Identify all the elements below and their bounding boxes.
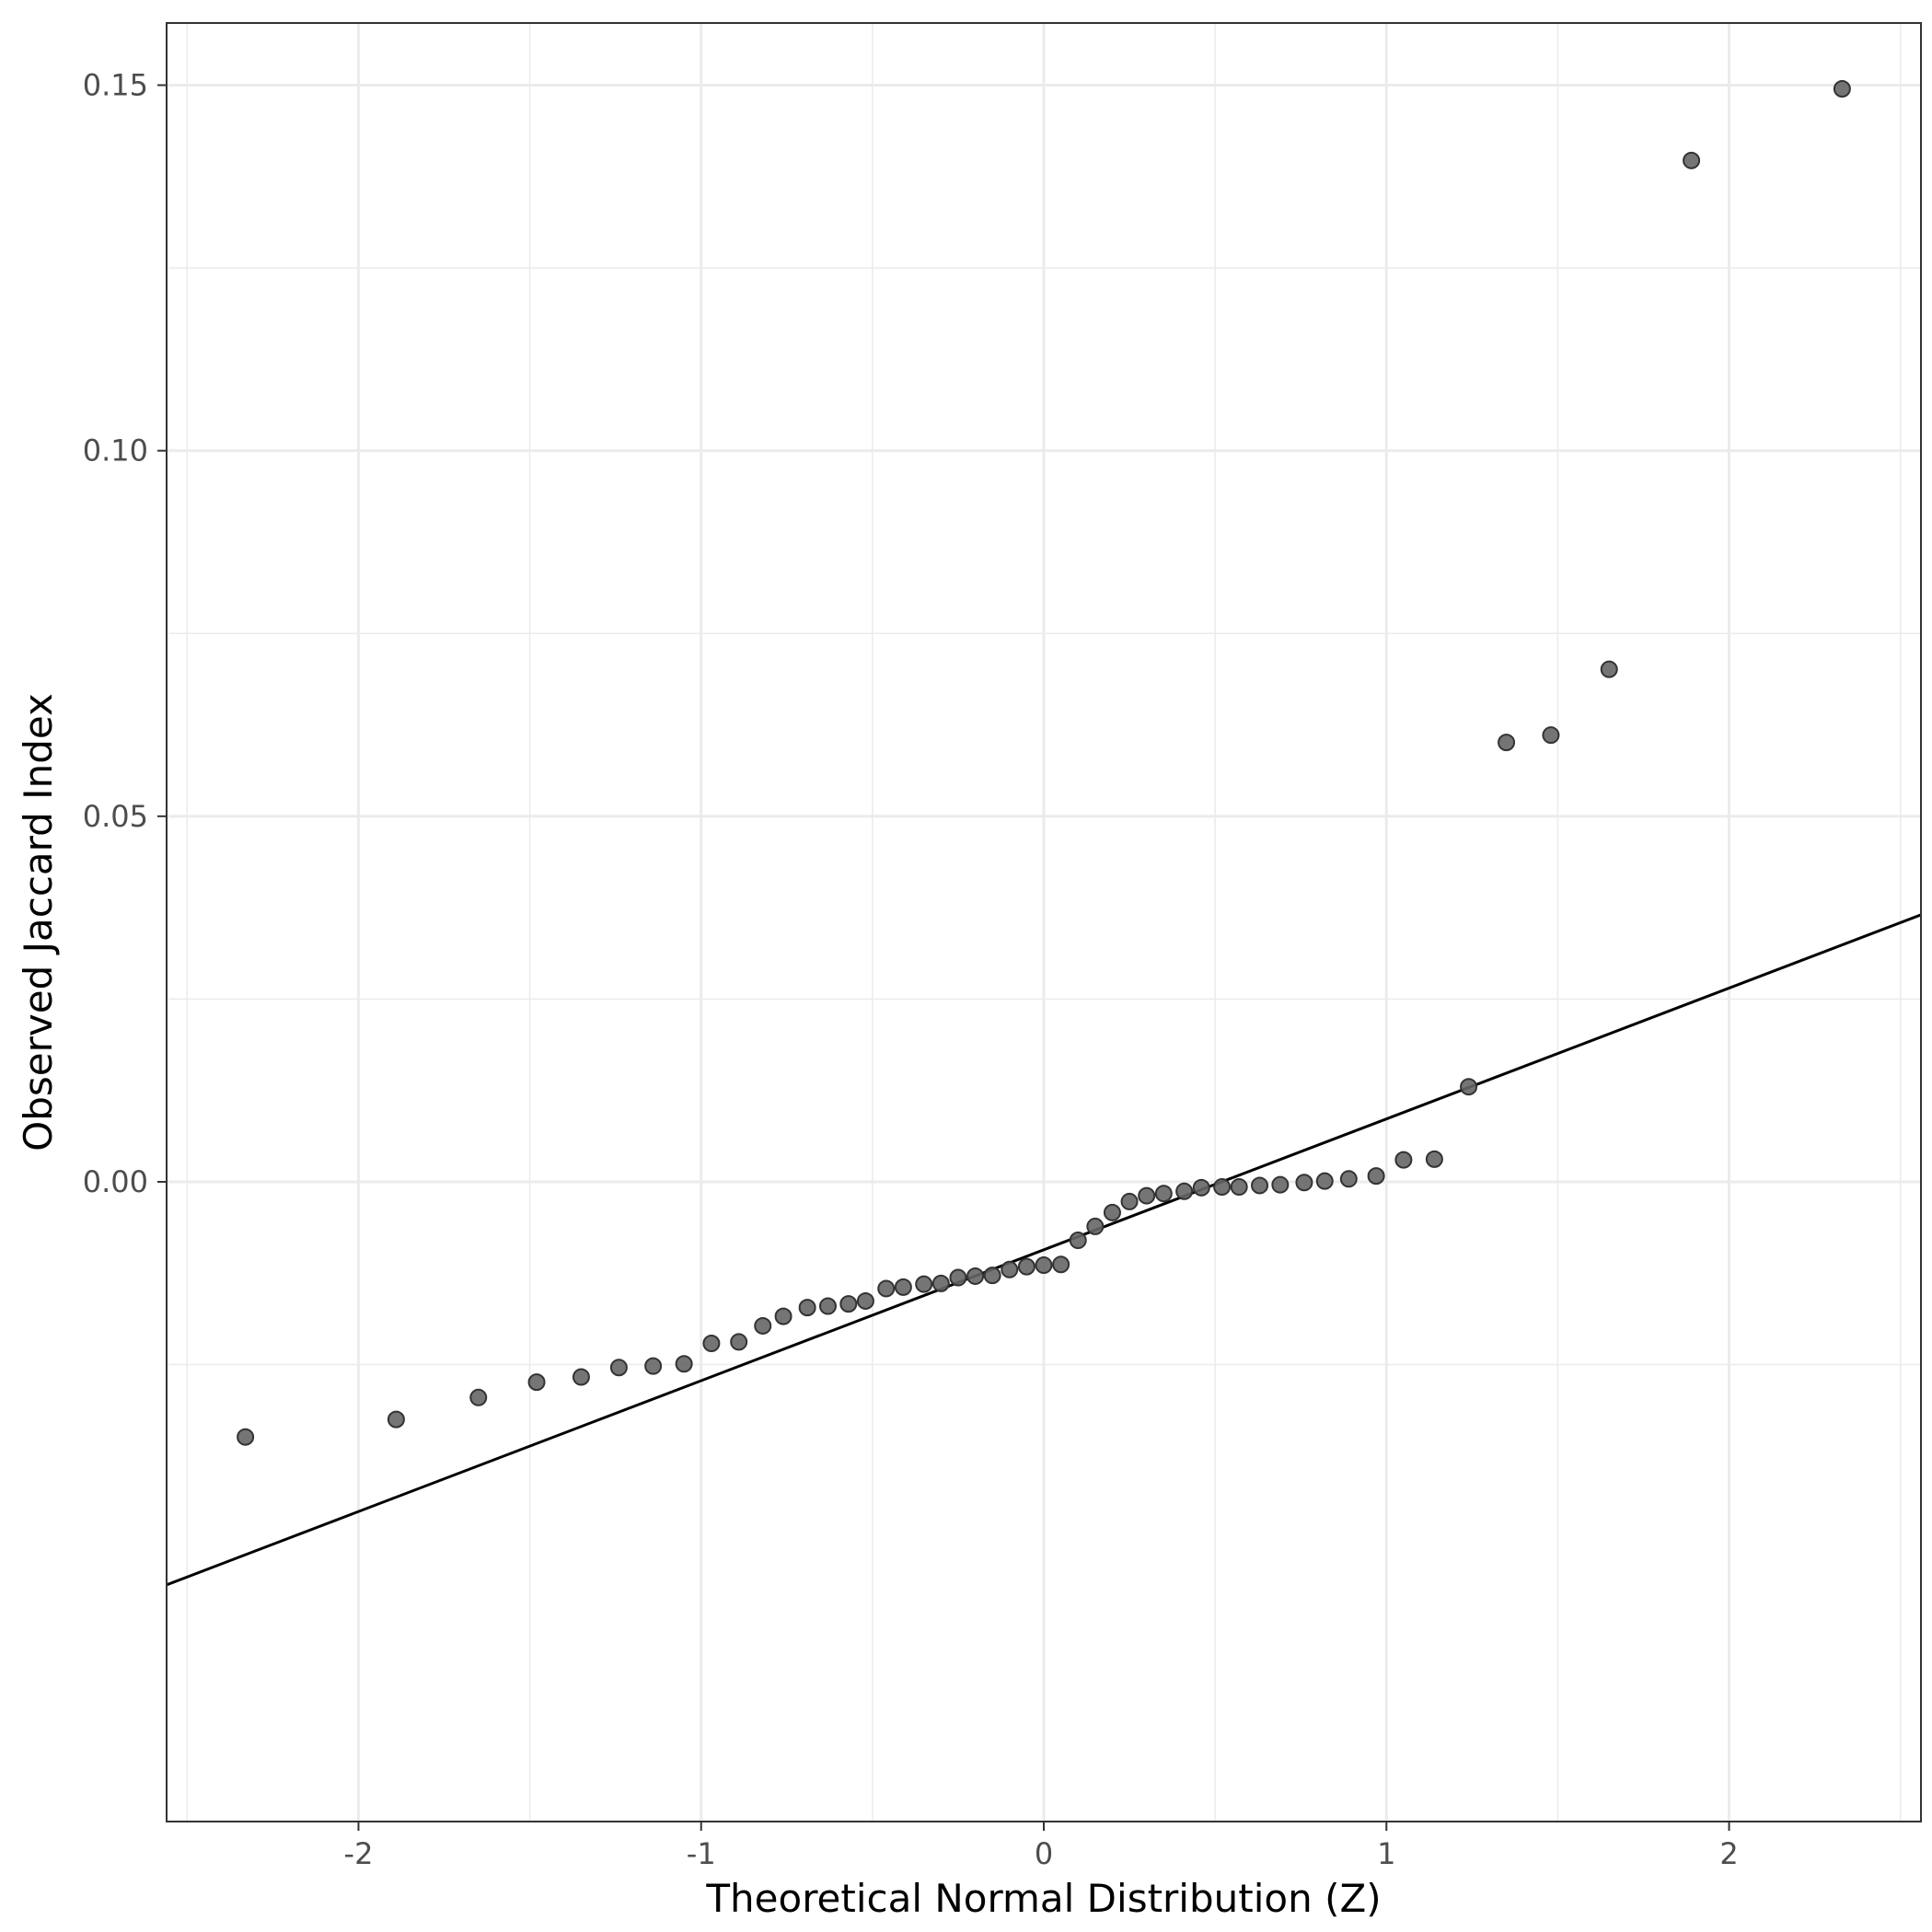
data-point (1498, 734, 1516, 752)
x-axis-title: Theoretical Normal Distribution (Z) (705, 1876, 1381, 1921)
data-point (1120, 1192, 1139, 1210)
data-point (818, 1297, 837, 1315)
x-tick-label: -2 (344, 1836, 374, 1871)
data-point (1339, 1170, 1358, 1188)
qq-reference-line (167, 913, 1921, 1587)
data-point (1425, 1150, 1443, 1168)
data-point (983, 1267, 1001, 1285)
data-point (1154, 1185, 1173, 1203)
y-axis-title: Observed Jaccard Index (16, 693, 61, 1151)
data-point (839, 1295, 858, 1313)
y-tick-label: 0.10 (83, 434, 148, 469)
data-point (1600, 660, 1618, 678)
x-tick-label: -1 (687, 1836, 716, 1871)
data-point (1175, 1182, 1194, 1200)
data-point (1367, 1167, 1385, 1186)
x-tick-label: 2 (1719, 1836, 1738, 1871)
data-point (1833, 79, 1851, 98)
data-point (1086, 1217, 1105, 1235)
data-point (469, 1388, 488, 1406)
data-point (237, 1428, 255, 1446)
data-point (966, 1267, 985, 1285)
data-point (1683, 151, 1701, 169)
data-point (949, 1268, 967, 1287)
data-point (1460, 1078, 1478, 1096)
data-point (1192, 1178, 1210, 1197)
data-point (675, 1355, 693, 1373)
data-point (1394, 1151, 1413, 1169)
reference-line-layer (167, 913, 1921, 1587)
major-gridlines (167, 23, 1921, 1822)
data-point (856, 1291, 874, 1310)
data-point (774, 1307, 792, 1325)
data-point (894, 1278, 912, 1296)
y-axis-ticks: 0.00 0.05 0.10 0.15 (83, 68, 167, 1199)
data-point (644, 1357, 663, 1375)
data-point (1069, 1232, 1087, 1250)
data-point (1315, 1172, 1334, 1190)
data-point (1001, 1260, 1019, 1278)
data-point (877, 1279, 896, 1298)
y-tick-label: 0.00 (83, 1164, 148, 1199)
data-point (754, 1316, 772, 1335)
data-point (1138, 1186, 1156, 1205)
data-point (931, 1274, 950, 1292)
data-point (1230, 1178, 1248, 1197)
data-point (915, 1275, 933, 1293)
x-tick-label: 1 (1377, 1836, 1395, 1871)
data-point (1271, 1175, 1290, 1194)
y-tick-label: 0.05 (83, 799, 148, 834)
data-point (1052, 1255, 1070, 1274)
data-point (730, 1333, 748, 1351)
data-point (1295, 1174, 1313, 1192)
y-tick-label: 0.15 (83, 68, 148, 103)
data-point (1103, 1203, 1121, 1221)
data-point (1035, 1256, 1053, 1275)
data-point (527, 1373, 546, 1392)
data-point (1213, 1178, 1232, 1197)
data-point (387, 1410, 405, 1429)
data-point (1251, 1176, 1269, 1195)
x-axis-ticks: -2 -1 0 1 2 (344, 1822, 1739, 1871)
data-point (1017, 1257, 1035, 1276)
x-tick-label: 0 (1035, 1836, 1053, 1871)
data-point (798, 1299, 816, 1317)
data-point (609, 1359, 628, 1377)
data-point (1542, 726, 1560, 745)
data-point (702, 1335, 721, 1353)
data-points (237, 79, 1851, 1446)
data-point (572, 1368, 590, 1386)
